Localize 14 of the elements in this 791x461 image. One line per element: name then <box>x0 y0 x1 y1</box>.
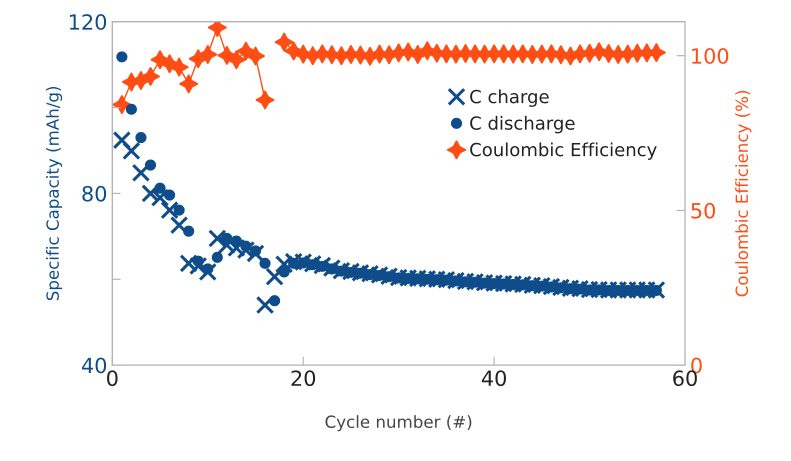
y2-tick-label: 50 <box>691 202 715 219</box>
legend-label: C charge <box>470 89 549 107</box>
y-axis-title: Specific Capacity (mAh/g) <box>46 86 62 300</box>
y-tick-label: 80 <box>82 186 106 202</box>
x-tick-label: 20 <box>291 370 316 386</box>
y-tick-label: 120 <box>70 14 106 30</box>
x-tick-label: 40 <box>482 370 506 386</box>
legend-label: C discharge <box>470 116 575 134</box>
x-axis-title: Cycle number (#) <box>326 415 472 432</box>
x-tick-label: 0 <box>107 370 118 386</box>
y2-axis-title: Coulombic Efficiency (%) <box>735 90 752 296</box>
y-tick-label: 40 <box>82 358 106 374</box>
y2-tick-label: 100 <box>692 48 728 64</box>
legend-label: Coulombic Efficiency <box>470 142 657 160</box>
